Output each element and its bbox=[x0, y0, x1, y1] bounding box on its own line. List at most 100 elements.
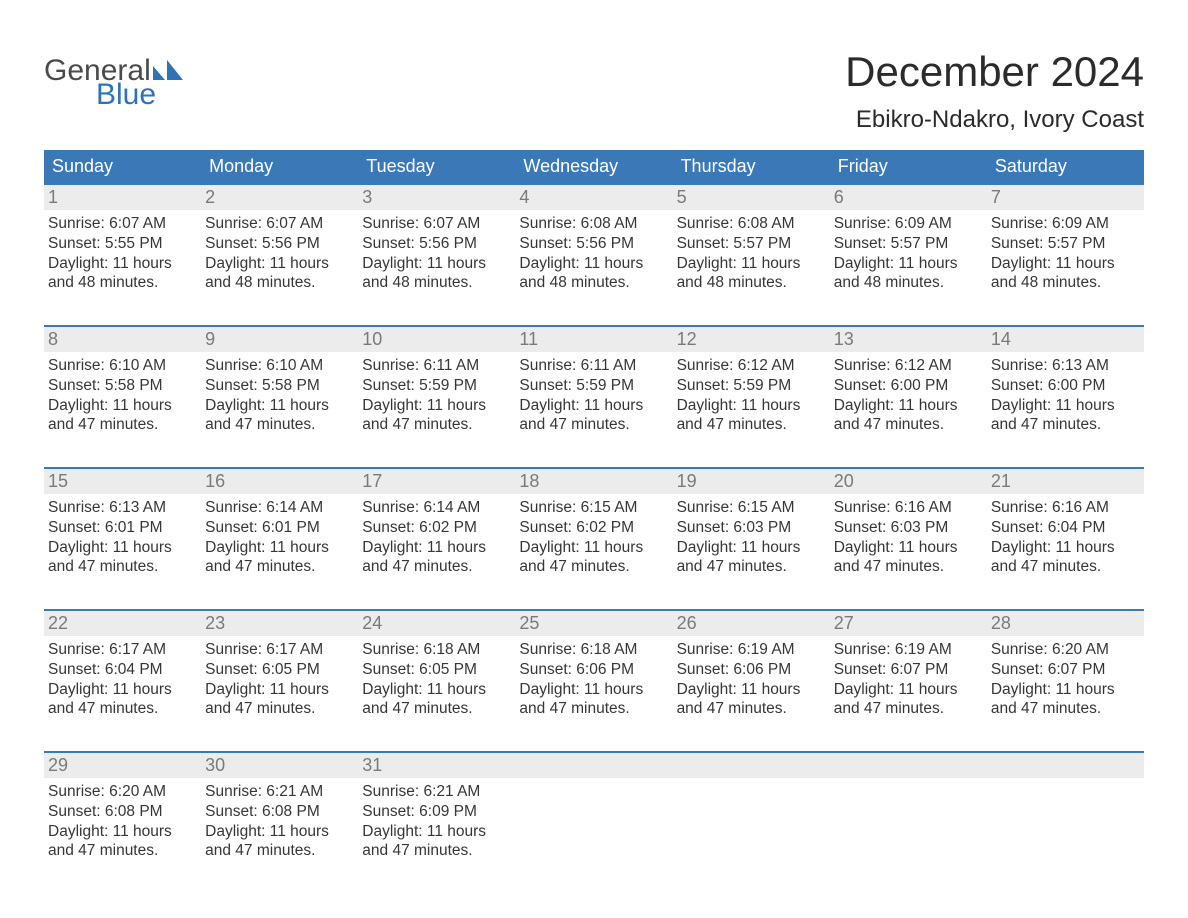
calendar-cell: 7Sunrise: 6:09 AMSunset: 5:57 PMDaylight… bbox=[987, 185, 1144, 305]
sunrise-text: Sunrise: 6:14 AM bbox=[205, 498, 354, 518]
week-row: 1Sunrise: 6:07 AMSunset: 5:55 PMDaylight… bbox=[44, 183, 1144, 305]
sunset-text: Sunset: 6:04 PM bbox=[48, 660, 197, 680]
day-header-friday: Friday bbox=[830, 150, 987, 183]
sunset-text: Sunset: 6:01 PM bbox=[48, 518, 197, 538]
daylight-text: and 47 minutes. bbox=[362, 557, 511, 577]
sunset-text: Sunset: 6:01 PM bbox=[205, 518, 354, 538]
daylight-text: and 47 minutes. bbox=[205, 699, 354, 719]
day-number-empty bbox=[987, 753, 1144, 778]
sunrise-text: Sunrise: 6:09 AM bbox=[991, 214, 1140, 234]
calendar-cell: 8Sunrise: 6:10 AMSunset: 5:58 PMDaylight… bbox=[44, 327, 201, 447]
calendar-cell: 11Sunrise: 6:11 AMSunset: 5:59 PMDayligh… bbox=[515, 327, 672, 447]
sunset-text: Sunset: 5:55 PM bbox=[48, 234, 197, 254]
day-number: 2 bbox=[201, 185, 358, 210]
daylight-text: Daylight: 11 hours bbox=[519, 254, 668, 274]
daylight-text: Daylight: 11 hours bbox=[991, 254, 1140, 274]
sunrise-text: Sunrise: 6:16 AM bbox=[991, 498, 1140, 518]
calendar-cell: 13Sunrise: 6:12 AMSunset: 6:00 PMDayligh… bbox=[830, 327, 987, 447]
flag-icon bbox=[153, 60, 183, 80]
week-row: 22Sunrise: 6:17 AMSunset: 6:04 PMDayligh… bbox=[44, 609, 1144, 731]
calendar-cell: 4Sunrise: 6:08 AMSunset: 5:56 PMDaylight… bbox=[515, 185, 672, 305]
sunset-text: Sunset: 6:09 PM bbox=[362, 802, 511, 822]
daylight-text: and 47 minutes. bbox=[519, 557, 668, 577]
daylight-text: and 47 minutes. bbox=[205, 415, 354, 435]
day-number: 5 bbox=[673, 185, 830, 210]
daylight-text: and 47 minutes. bbox=[677, 415, 826, 435]
day-number: 21 bbox=[987, 469, 1144, 494]
day-number: 3 bbox=[358, 185, 515, 210]
day-number: 9 bbox=[201, 327, 358, 352]
sunrise-text: Sunrise: 6:12 AM bbox=[677, 356, 826, 376]
sunset-text: Sunset: 6:05 PM bbox=[205, 660, 354, 680]
daylight-text: Daylight: 11 hours bbox=[834, 538, 983, 558]
daylight-text: and 48 minutes. bbox=[519, 273, 668, 293]
daylight-text: Daylight: 11 hours bbox=[677, 254, 826, 274]
sunset-text: Sunset: 5:59 PM bbox=[677, 376, 826, 396]
day-number: 20 bbox=[830, 469, 987, 494]
sunrise-text: Sunrise: 6:15 AM bbox=[677, 498, 826, 518]
day-number: 16 bbox=[201, 469, 358, 494]
day-number-empty bbox=[673, 753, 830, 778]
sunset-text: Sunset: 6:06 PM bbox=[519, 660, 668, 680]
sunrise-text: Sunrise: 6:10 AM bbox=[205, 356, 354, 376]
calendar-cell bbox=[673, 753, 830, 873]
calendar-cell: 20Sunrise: 6:16 AMSunset: 6:03 PMDayligh… bbox=[830, 469, 987, 589]
day-header-saturday: Saturday bbox=[987, 150, 1144, 183]
daylight-text: and 47 minutes. bbox=[362, 415, 511, 435]
day-header-monday: Monday bbox=[201, 150, 358, 183]
daylight-text: and 47 minutes. bbox=[991, 699, 1140, 719]
calendar-cell bbox=[515, 753, 672, 873]
daylight-text: and 47 minutes. bbox=[991, 415, 1140, 435]
day-number: 8 bbox=[44, 327, 201, 352]
sunrise-text: Sunrise: 6:08 AM bbox=[677, 214, 826, 234]
daylight-text: and 48 minutes. bbox=[834, 273, 983, 293]
week-row: 8Sunrise: 6:10 AMSunset: 5:58 PMDaylight… bbox=[44, 325, 1144, 447]
sunset-text: Sunset: 6:08 PM bbox=[205, 802, 354, 822]
calendar-cell: 24Sunrise: 6:18 AMSunset: 6:05 PMDayligh… bbox=[358, 611, 515, 731]
sunrise-text: Sunrise: 6:11 AM bbox=[362, 356, 511, 376]
day-number: 23 bbox=[201, 611, 358, 636]
calendar-cell: 17Sunrise: 6:14 AMSunset: 6:02 PMDayligh… bbox=[358, 469, 515, 589]
sunset-text: Sunset: 6:07 PM bbox=[834, 660, 983, 680]
calendar-cell: 3Sunrise: 6:07 AMSunset: 5:56 PMDaylight… bbox=[358, 185, 515, 305]
sunrise-text: Sunrise: 6:07 AM bbox=[205, 214, 354, 234]
daylight-text: Daylight: 11 hours bbox=[48, 822, 197, 842]
daylight-text: Daylight: 11 hours bbox=[205, 538, 354, 558]
day-number: 10 bbox=[358, 327, 515, 352]
daylight-text: and 47 minutes. bbox=[48, 557, 197, 577]
day-header-thursday: Thursday bbox=[673, 150, 830, 183]
sunrise-text: Sunrise: 6:18 AM bbox=[362, 640, 511, 660]
daylight-text: Daylight: 11 hours bbox=[205, 680, 354, 700]
day-number: 31 bbox=[358, 753, 515, 778]
day-number: 4 bbox=[515, 185, 672, 210]
calendar-cell: 19Sunrise: 6:15 AMSunset: 6:03 PMDayligh… bbox=[673, 469, 830, 589]
calendar-cell: 2Sunrise: 6:07 AMSunset: 5:56 PMDaylight… bbox=[201, 185, 358, 305]
calendar-cell: 16 Sunrise: 6:14 AMSunset: 6:01 PMDayligh… bbox=[201, 469, 358, 589]
day-number: 27 bbox=[830, 611, 987, 636]
calendar-cell: 12Sunrise: 6:12 AMSunset: 5:59 PMDayligh… bbox=[673, 327, 830, 447]
day-number: 22 bbox=[44, 611, 201, 636]
calendar-cell: 30Sunrise: 6:21 AMSunset: 6:08 PMDayligh… bbox=[201, 753, 358, 873]
calendar-cell: 1Sunrise: 6:07 AMSunset: 5:55 PMDaylight… bbox=[44, 185, 201, 305]
sunset-text: Sunset: 5:56 PM bbox=[519, 234, 668, 254]
sunrise-text: Sunrise: 6:07 AM bbox=[48, 214, 197, 234]
sunset-text: Sunset: 5:57 PM bbox=[834, 234, 983, 254]
sunset-text: Sunset: 5:57 PM bbox=[677, 234, 826, 254]
daylight-text: Daylight: 11 hours bbox=[519, 680, 668, 700]
calendar-cell: 18Sunrise: 6:15 AMSunset: 6:02 PMDayligh… bbox=[515, 469, 672, 589]
calendar-cell: 26Sunrise: 6:19 AMSunset: 6:06 PMDayligh… bbox=[673, 611, 830, 731]
sunset-text: Sunset: 5:56 PM bbox=[362, 234, 511, 254]
sunset-text: Sunset: 5:56 PM bbox=[205, 234, 354, 254]
daylight-text: Daylight: 11 hours bbox=[362, 396, 511, 416]
daylight-text: Daylight: 11 hours bbox=[48, 396, 197, 416]
calendar-cell bbox=[987, 753, 1144, 873]
week-row: 15Sunrise: 6:13 AMSunset: 6:01 PMDayligh… bbox=[44, 467, 1144, 589]
calendar-cell: 5 Sunrise: 6:08 AMSunset: 5:57 PMDaylight… bbox=[673, 185, 830, 305]
calendar-cell: 21Sunrise: 6:16 AMSunset: 6:04 PMDayligh… bbox=[987, 469, 1144, 589]
sunset-text: Sunset: 6:08 PM bbox=[48, 802, 197, 822]
sunset-text: Sunset: 6:00 PM bbox=[834, 376, 983, 396]
week-row: 29Sunrise: 6:20 AMSunset: 6:08 PMDayligh… bbox=[44, 751, 1144, 873]
daylight-text: Daylight: 11 hours bbox=[834, 680, 983, 700]
day-number: 12 bbox=[673, 327, 830, 352]
day-number: 14 bbox=[987, 327, 1144, 352]
